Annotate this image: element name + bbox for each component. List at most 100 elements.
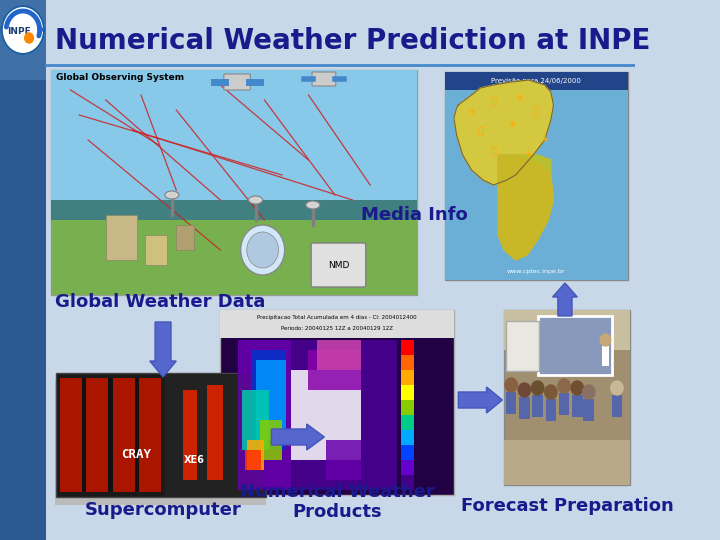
FancyBboxPatch shape [546, 399, 556, 421]
Circle shape [240, 225, 284, 275]
Circle shape [518, 383, 531, 397]
FancyBboxPatch shape [245, 450, 261, 470]
Circle shape [247, 232, 279, 268]
FancyBboxPatch shape [326, 440, 361, 480]
Ellipse shape [306, 201, 320, 209]
FancyBboxPatch shape [51, 220, 417, 295]
FancyArrow shape [271, 424, 324, 450]
FancyBboxPatch shape [401, 430, 414, 445]
FancyBboxPatch shape [0, 0, 634, 540]
FancyBboxPatch shape [51, 70, 417, 200]
Polygon shape [454, 80, 554, 185]
Ellipse shape [248, 196, 263, 204]
FancyBboxPatch shape [0, 0, 46, 540]
FancyBboxPatch shape [401, 370, 414, 385]
Circle shape [544, 385, 557, 399]
FancyBboxPatch shape [238, 340, 291, 490]
FancyBboxPatch shape [60, 378, 82, 492]
Ellipse shape [165, 191, 179, 199]
Text: ☀: ☀ [540, 135, 549, 145]
FancyBboxPatch shape [504, 310, 630, 350]
FancyBboxPatch shape [251, 350, 287, 450]
FancyBboxPatch shape [311, 243, 366, 287]
Text: INPE: INPE [7, 28, 31, 37]
Text: ⛅: ⛅ [490, 95, 497, 105]
FancyBboxPatch shape [165, 374, 264, 496]
Text: ☀: ☀ [516, 93, 524, 103]
FancyBboxPatch shape [401, 415, 414, 430]
FancyBboxPatch shape [247, 440, 264, 470]
Text: NMD: NMD [328, 261, 349, 271]
FancyBboxPatch shape [55, 373, 266, 497]
FancyBboxPatch shape [145, 235, 168, 265]
Text: ☀: ☀ [523, 150, 531, 160]
FancyBboxPatch shape [55, 380, 266, 505]
Circle shape [1, 6, 44, 54]
FancyBboxPatch shape [445, 90, 628, 280]
Text: CRAY: CRAY [122, 449, 152, 462]
FancyBboxPatch shape [401, 355, 414, 370]
FancyBboxPatch shape [260, 420, 282, 460]
FancyBboxPatch shape [113, 378, 135, 492]
FancyBboxPatch shape [401, 340, 414, 355]
Circle shape [531, 381, 544, 395]
FancyBboxPatch shape [506, 321, 539, 371]
FancyArrow shape [459, 387, 503, 413]
FancyBboxPatch shape [401, 445, 414, 460]
Circle shape [571, 381, 583, 395]
FancyArrow shape [150, 322, 176, 377]
Text: Periodo: 20040125 12Z a 20040129 12Z: Periodo: 20040125 12Z a 20040129 12Z [281, 326, 393, 330]
Circle shape [558, 379, 570, 393]
FancyBboxPatch shape [139, 378, 161, 492]
FancyBboxPatch shape [109, 378, 113, 492]
Text: Media Info: Media Info [361, 206, 467, 224]
Text: Forecast Preparation: Forecast Preparation [462, 497, 674, 515]
FancyBboxPatch shape [135, 378, 139, 492]
FancyBboxPatch shape [583, 399, 594, 421]
FancyBboxPatch shape [86, 378, 109, 492]
FancyBboxPatch shape [504, 310, 630, 485]
Text: Numerical Weather
Products: Numerical Weather Products [240, 483, 435, 522]
FancyBboxPatch shape [51, 200, 417, 250]
FancyBboxPatch shape [291, 370, 361, 460]
FancyBboxPatch shape [612, 395, 622, 417]
FancyBboxPatch shape [318, 340, 361, 370]
Text: ⛅: ⛅ [490, 145, 497, 155]
FancyBboxPatch shape [559, 393, 570, 415]
FancyBboxPatch shape [308, 350, 361, 390]
FancyBboxPatch shape [207, 385, 223, 480]
Polygon shape [498, 155, 554, 260]
Text: ☀: ☀ [467, 107, 476, 117]
FancyBboxPatch shape [506, 392, 516, 414]
Text: Global Observing System: Global Observing System [55, 73, 184, 82]
FancyBboxPatch shape [0, 0, 46, 80]
FancyBboxPatch shape [572, 395, 582, 417]
FancyBboxPatch shape [504, 440, 630, 485]
Text: Previsão para 24/06/2000: Previsão para 24/06/2000 [491, 78, 581, 84]
Text: ☀: ☀ [507, 120, 516, 130]
Text: Global Weather Data: Global Weather Data [55, 293, 265, 311]
FancyBboxPatch shape [401, 460, 414, 475]
Circle shape [582, 385, 595, 399]
FancyBboxPatch shape [445, 72, 628, 90]
FancyBboxPatch shape [602, 346, 609, 366]
Text: www.cptec.inpe.br: www.cptec.inpe.br [507, 269, 565, 274]
Circle shape [24, 33, 34, 43]
FancyArrow shape [553, 283, 577, 316]
FancyBboxPatch shape [401, 400, 414, 415]
Text: XE6: XE6 [184, 455, 204, 465]
Text: Numerical Weather Prediction at INPE: Numerical Weather Prediction at INPE [55, 27, 650, 55]
FancyBboxPatch shape [220, 310, 454, 495]
FancyBboxPatch shape [256, 360, 287, 440]
Text: 🌤: 🌤 [477, 125, 483, 135]
FancyBboxPatch shape [519, 397, 530, 419]
FancyBboxPatch shape [51, 70, 417, 295]
FancyBboxPatch shape [445, 72, 628, 280]
FancyBboxPatch shape [401, 475, 414, 490]
Circle shape [611, 381, 623, 395]
Text: ⛅: ⛅ [533, 105, 539, 115]
FancyBboxPatch shape [538, 316, 612, 375]
FancyBboxPatch shape [184, 390, 197, 480]
Text: Supercomputer: Supercomputer [85, 501, 241, 519]
Circle shape [505, 378, 518, 392]
